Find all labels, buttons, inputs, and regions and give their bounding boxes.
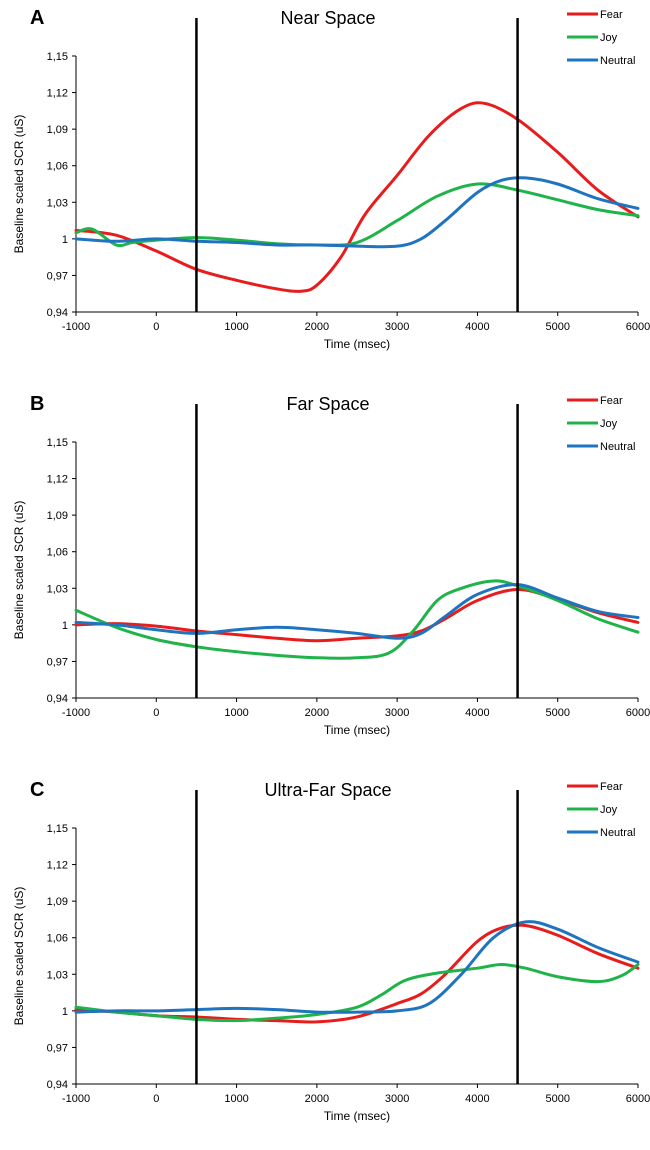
x-tick-label: 4000 [465,321,489,333]
y-tick-label: 1,03 [47,969,68,981]
x-tick-label: 2000 [305,321,329,333]
panel-letter: A [30,7,44,29]
x-tick-label: -1000 [62,321,90,333]
series-line-neutral [74,920,640,1014]
x-tick-label: 2000 [305,707,329,719]
y-tick-label: 1,12 [47,88,68,100]
y-tick-label: 1,06 [47,547,68,559]
y-tick-label: 1,12 [47,474,68,486]
x-tick-label: 0 [153,321,159,333]
x-tick-label: -1000 [62,707,90,719]
y-tick-label: 0,97 [47,270,68,282]
x-tick-label: 4000 [465,707,489,719]
x-tick-label: 6000 [626,707,650,719]
legend-label-joy: Joy [600,804,618,816]
x-tick-label: 1000 [224,321,248,333]
y-tick-label: 0,97 [47,656,68,668]
series-line-joy [74,182,640,248]
y-tick-label: 1,06 [47,933,68,945]
y-tick-label: 0,94 [47,693,68,705]
series-line-joy [74,579,640,660]
chart-svg-b: B Far Space 0,94 0,97 1 1,03 1,06 1,09 1,12 1,15 -… [12,393,650,737]
y-axis-label: Baseline scaled SCR (uS) [12,887,26,1026]
legend-label-fear: Fear [600,395,623,407]
chart-svg-a: A Near Space 0,94 0,97 1 1,03 1,06 1,09 1,12 1,15… [12,7,650,351]
y-tick-label: 1 [62,620,68,632]
legend-label-neutral: Neutral [600,441,635,453]
legend-label-fear: Fear [600,9,623,21]
x-axis-label: Time (msec) [324,337,390,351]
x-tick-label: 0 [153,1093,159,1105]
x-axis-label: Time (msec) [324,1109,390,1123]
legend-label-neutral: Neutral [600,827,635,839]
y-tick-label: 1,06 [47,161,68,173]
chart-panel-b: B Far Space 0,94 0,97 1 1,03 1,06 1,09 1,12 1,15 -… [0,386,650,764]
series-line-neutral [74,176,640,249]
x-tick-label: 3000 [385,321,409,333]
series-line-fear [74,923,640,1024]
y-tick-label: 0,94 [47,307,68,319]
y-tick-label: 0,97 [47,1042,68,1054]
x-axis-label: Time (msec) [324,723,390,737]
y-tick-label: 1,15 [47,51,68,63]
y-axis-label: Baseline scaled SCR (uS) [12,115,26,254]
x-tick-label: 5000 [545,707,569,719]
legend-label-neutral: Neutral [600,55,635,67]
x-tick-label: 5000 [545,1093,569,1105]
legend-label-joy: Joy [600,32,618,44]
x-tick-label: 4000 [465,1093,489,1105]
y-tick-label: 1,15 [47,823,68,835]
y-tick-label: 1,09 [47,124,68,136]
chart-title: Ultra-Far Space [264,780,391,800]
x-tick-label: -1000 [62,1093,90,1105]
y-tick-label: 1 [62,1006,68,1018]
panel-letter: B [30,393,44,415]
chart-svg-c: C Ultra-Far Space 0,94 0,97 1 1,03 1,06 1,09 1,1… [12,779,650,1123]
legend-label-joy: Joy [600,418,618,430]
y-tick-label: 1,09 [47,896,68,908]
y-tick-label: 1,03 [47,583,68,595]
y-tick-label: 1,12 [47,860,68,872]
x-tick-label: 3000 [385,707,409,719]
chart-title: Far Space [286,394,369,414]
x-tick-label: 6000 [626,1093,650,1105]
x-tick-label: 5000 [545,321,569,333]
y-tick-label: 1,09 [47,510,68,522]
y-tick-label: 1,03 [47,197,68,209]
x-tick-label: 1000 [224,1093,248,1105]
chart-panel-a: A Near Space 0,94 0,97 1 1,03 1,06 1,09 1,12 1,15… [0,0,650,378]
chart-title: Near Space [280,8,375,28]
y-tick-label: 1 [62,234,68,246]
x-tick-label: 1000 [224,707,248,719]
legend-label-fear: Fear [600,781,623,793]
y-tick-label: 1,15 [47,437,68,449]
chart-panel-c: C Ultra-Far Space 0,94 0,97 1 1,03 1,06 1,09 1,1… [0,772,650,1150]
series-line-fear [74,101,640,293]
x-tick-label: 0 [153,707,159,719]
series-line-joy [74,963,640,1023]
x-tick-label: 2000 [305,1093,329,1105]
y-tick-label: 0,94 [47,1079,68,1091]
series-line-neutral [74,583,640,640]
panel-letter: C [30,779,44,801]
x-tick-label: 3000 [385,1093,409,1105]
y-axis-label: Baseline scaled SCR (uS) [12,501,26,640]
x-tick-label: 6000 [626,321,650,333]
